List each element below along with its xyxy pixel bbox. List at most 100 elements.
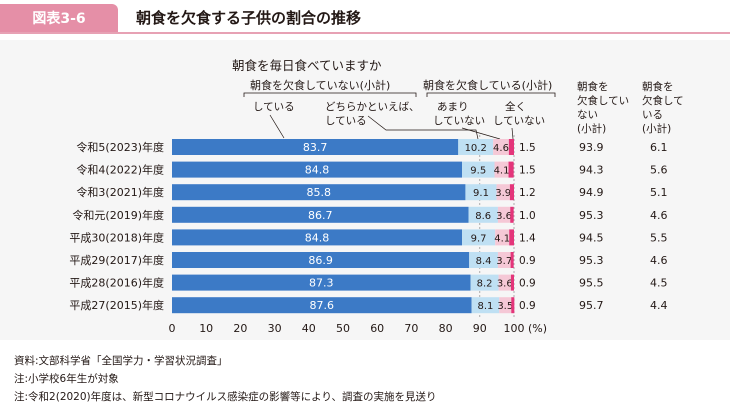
x-tick-label: 10 xyxy=(199,322,213,335)
bar-segment-2 xyxy=(462,229,496,246)
data-label: 86.7 xyxy=(308,209,333,222)
subtotal-not-skip-value: 94.3 xyxy=(579,164,604,177)
bar-segment-2 xyxy=(471,297,500,314)
subtotal-not-skip-value: 95.7 xyxy=(579,299,604,312)
subtotal-skip-value: 4.6 xyxy=(650,209,668,222)
bar-segment-4 xyxy=(510,206,514,223)
bar-segment-2 xyxy=(468,206,498,223)
bar-segment-4 xyxy=(511,297,515,314)
subtotal-not-skip-value: 94.9 xyxy=(579,186,604,199)
data-label: 85.8 xyxy=(306,186,331,199)
legend-cat-eat: している xyxy=(253,101,295,113)
x-unit-label: (%) xyxy=(528,322,547,335)
bar-segment-3 xyxy=(495,229,510,246)
bar-segment-3 xyxy=(497,206,511,223)
x-tick-label: 30 xyxy=(268,322,282,335)
legend-area: 朝食を毎日食べていますか 朝食を欠食していない (小計) 朝食を欠食している(小計… xyxy=(232,58,684,140)
notes: 資料:文部科学省「全国学力・学習状況調査」 注:小学校6年生が対象 注:令和2(… xyxy=(14,352,437,406)
category-label: 平成28(2016)年度 xyxy=(69,276,164,290)
bar-segment-1 xyxy=(172,229,463,246)
legend-cat-never-2: していない xyxy=(493,115,545,127)
data-label: 8.1 xyxy=(477,301,493,312)
data-label: 9.1 xyxy=(473,188,489,199)
bar-segment-2 xyxy=(470,274,499,291)
plot-area: 令和5(2023)年度 83.7 10.2 4.6 1.5 93.9 6.1 令和4(2022… xyxy=(69,135,668,335)
data-label: 84.8 xyxy=(305,164,330,177)
note-2: 注:令和2(2020)年度は、新型コロナウイルス感染症の影響等により、調査の実施… xyxy=(14,391,437,403)
data-label: 0.9 xyxy=(519,278,536,290)
leader-eat xyxy=(269,114,285,139)
data-label: 83.7 xyxy=(303,141,328,154)
category-label: 令和3(2021)年度 xyxy=(76,185,164,199)
bar-segment-3 xyxy=(494,161,509,178)
figure-header: 図表3-6 朝食を欠食する子供の割合の推移 xyxy=(0,0,730,34)
data-label: 84.8 xyxy=(305,231,330,244)
subtotal-not-skip-value: 93.9 xyxy=(579,141,604,154)
subtotal-header-1a: 朝食を xyxy=(577,80,609,93)
x-tick-label: 90 xyxy=(473,322,487,335)
note-1: 注:小学校6年生が対象 xyxy=(14,373,119,385)
bar-segment-2 xyxy=(465,184,497,201)
bar-segment-4 xyxy=(510,252,514,268)
bar-segment-2 xyxy=(462,161,495,178)
data-label: 8.2 xyxy=(477,279,493,290)
legend-question: 朝食を毎日食べていますか xyxy=(232,58,382,73)
subtotal-header-1b: 欠食してい xyxy=(577,94,629,107)
data-label: 4.1 xyxy=(494,233,510,244)
data-label: 4.1 xyxy=(494,166,510,177)
bar-segment-3 xyxy=(496,184,510,201)
legend-cat-rarely-2: していない xyxy=(433,115,485,127)
subtotal-skip-value: 5.5 xyxy=(650,231,668,244)
figure-label: 図表3-6 xyxy=(0,4,118,32)
source-note: 資料:文部科学省「全国学力・学習状況調査」 xyxy=(14,355,228,367)
subtotal-header-2c: いる xyxy=(642,109,663,121)
subtotal-skip-value: 5.1 xyxy=(650,186,668,199)
legend-cat-rarely-1: あまり xyxy=(437,101,469,113)
x-tick-label: 20 xyxy=(233,322,247,335)
category-label: 令和5(2023)年度 xyxy=(76,140,164,154)
subtotal-skip-value: 5.6 xyxy=(650,164,668,177)
data-label: 87.3 xyxy=(309,277,334,290)
data-label: 9.7 xyxy=(471,233,487,244)
subtotal-header-2d: (小計) xyxy=(642,122,671,135)
data-label: 8.4 xyxy=(476,256,492,267)
x-tick-label: 0 xyxy=(169,322,176,335)
legend-group-skip: 朝食を欠食している(小計) xyxy=(423,78,552,92)
data-label: 87.6 xyxy=(310,299,335,312)
subtotal-not-skip-value: 94.5 xyxy=(579,231,604,244)
data-label: 3.9 xyxy=(495,188,511,199)
subtotal-not-skip-value: 95.3 xyxy=(579,254,604,267)
data-label: 3.5 xyxy=(497,301,513,312)
subtotal-header-1c: ない xyxy=(577,109,598,121)
subtotal-skip-value: 4.5 xyxy=(650,277,668,290)
category-label: 平成27(2015)年度 xyxy=(69,298,164,312)
bar-segment-4 xyxy=(509,184,514,201)
x-tick-label: 60 xyxy=(370,322,384,335)
data-label: 1.5 xyxy=(519,165,536,177)
data-label: 9.5 xyxy=(470,166,486,177)
legend-bracket-skip xyxy=(426,92,556,97)
data-label: 3.6 xyxy=(496,211,512,222)
data-label: 4.6 xyxy=(493,143,509,154)
bar-segment-4 xyxy=(508,139,514,155)
x-tick-label: 80 xyxy=(439,322,453,335)
data-label: 0.9 xyxy=(519,255,536,267)
data-label: 0.9 xyxy=(519,300,536,312)
figure-title: 朝食を欠食する子供の割合の推移 xyxy=(136,9,362,27)
x-tick-label: 40 xyxy=(302,322,316,335)
data-label: 86.9 xyxy=(308,254,333,267)
bar-segment-4 xyxy=(510,274,514,291)
data-label: 8.6 xyxy=(475,211,491,222)
bar-segment-3 xyxy=(493,139,509,155)
data-label: 1.2 xyxy=(519,187,536,199)
bar-segment-1 xyxy=(172,184,466,201)
bar-segment-1 xyxy=(172,252,470,268)
legend-cat-mostly-1: どちらかといえば、 xyxy=(325,101,420,113)
data-label: 3.6 xyxy=(497,279,513,290)
legend-cat-never-1: 全く xyxy=(505,100,526,113)
data-label: 1.0 xyxy=(519,210,536,222)
data-label: 3.7 xyxy=(496,256,512,267)
legend-bracket-not-skip xyxy=(243,92,417,97)
bar-segment-4 xyxy=(508,161,514,178)
